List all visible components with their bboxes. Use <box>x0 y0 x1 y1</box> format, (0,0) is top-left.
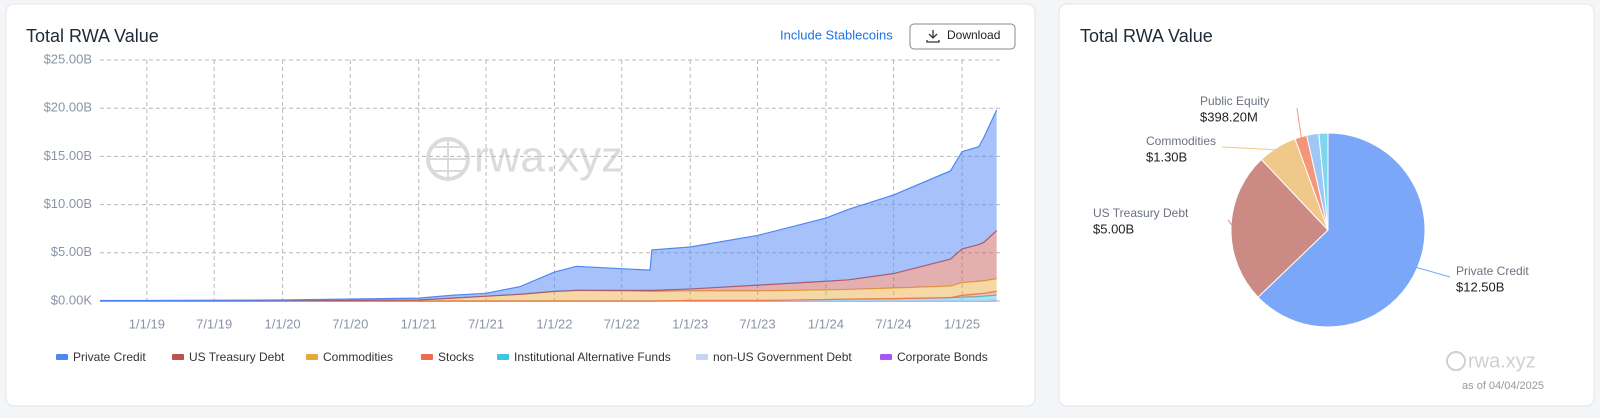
legend-label: Corporate Bonds <box>897 350 988 364</box>
y-tick-label: $15.00B <box>44 148 92 163</box>
x-tick-label: 7/1/21 <box>468 316 504 331</box>
leader-line <box>1296 107 1303 140</box>
legend-swatch <box>497 354 509 360</box>
x-tick-label: 1/1/22 <box>536 316 572 331</box>
leader-line <box>1221 146 1279 151</box>
slice-label: Private Credit <box>1456 264 1529 278</box>
x-tick-label: 7/1/24 <box>876 316 912 331</box>
globe-icon <box>426 137 470 181</box>
y-tick-label: $5.00B <box>51 244 92 259</box>
legend-label: Private Credit <box>73 350 146 364</box>
x-tick-label: 7/1/20 <box>332 316 368 331</box>
legend-item: Institutional Alternative Funds <box>497 350 671 364</box>
button-frame <box>909 23 1016 50</box>
slice-value: $1.30B <box>1146 149 1187 164</box>
x-tick-label: 7/1/23 <box>739 316 775 331</box>
button-label: Download <box>947 28 1000 42</box>
pie-slice <box>1230 158 1329 298</box>
legend-label: Stocks <box>438 350 474 364</box>
slice-label: Commodities <box>1146 134 1216 148</box>
legend-label: Commodities <box>323 350 393 364</box>
legend-swatch <box>421 354 433 360</box>
x-tick-label: 1/1/20 <box>265 316 301 331</box>
x-tick-label: 1/1/19 <box>129 316 165 331</box>
x-tick-label: 7/1/19 <box>196 316 232 331</box>
legend-label: Institutional Alternative Funds <box>514 350 671 364</box>
x-tick-label: 7/1/22 <box>604 316 640 331</box>
y-tick-label: $25.00B <box>44 51 92 66</box>
legend-swatch <box>880 354 892 360</box>
watermark-text: rwa.xyz <box>474 133 623 182</box>
watermark-text: rwa.xyz <box>1468 350 1536 372</box>
slice-label: US Treasury Debt <box>1093 206 1189 220</box>
leader-line <box>1227 219 1235 229</box>
as-of-date: as of 04/04/2025 <box>1462 380 1544 392</box>
slice-value: $398.20M <box>1200 109 1258 124</box>
legend-item: US Treasury Debt <box>172 350 285 364</box>
plot <box>100 59 1000 302</box>
download-icon <box>926 30 940 43</box>
x-tick-label: 1/1/25 <box>944 316 980 331</box>
legend-label: non-US Government Debt <box>713 350 852 364</box>
x-tick-label: 1/1/24 <box>808 316 844 331</box>
area-fill <box>100 278 997 301</box>
y-tick-label: $0.00K <box>51 292 93 307</box>
leader-line <box>1414 266 1451 278</box>
area-line <box>100 109 998 302</box>
legend-item: Commodities <box>306 350 393 364</box>
pie-slice <box>1318 132 1329 231</box>
globe-icon <box>1446 351 1466 371</box>
legend-swatch <box>696 354 708 360</box>
legend-item: non-US Government Debt <box>696 350 852 364</box>
globe-lines <box>428 139 468 179</box>
legend-swatch <box>172 354 184 360</box>
chart-title: Total RWA Value <box>26 26 159 46</box>
legend-label: US Treasury Debt <box>189 350 285 364</box>
slice-label: Public Equity <box>1200 94 1269 108</box>
slice-value: $12.50B <box>1456 279 1504 294</box>
legend-item: Stocks <box>421 350 474 364</box>
y-tick-label: $20.00B <box>44 100 92 115</box>
slice-value: $5.00B <box>1093 221 1134 236</box>
legend-item: Private Credit <box>56 350 146 364</box>
x-tick-label: 1/1/23 <box>672 316 708 331</box>
chart-title: Total RWA Value <box>1080 26 1213 46</box>
area-line <box>100 290 997 302</box>
stablecoin-toggle[interactable]: Include Stablecoins <box>780 27 893 42</box>
watermark: rwa.xyz <box>1446 350 1536 372</box>
legend-item: Corporate Bonds <box>880 350 988 364</box>
legend-swatch <box>306 354 318 360</box>
x-tick-label: 1/1/21 <box>401 316 437 331</box>
area-fill <box>100 110 997 301</box>
area-fill <box>100 295 997 301</box>
download-button[interactable]: Download <box>909 23 1016 50</box>
y-tick-label: $10.00B <box>44 196 92 211</box>
watermark: rwa.xyz <box>426 133 623 182</box>
legend-swatch <box>56 354 68 360</box>
